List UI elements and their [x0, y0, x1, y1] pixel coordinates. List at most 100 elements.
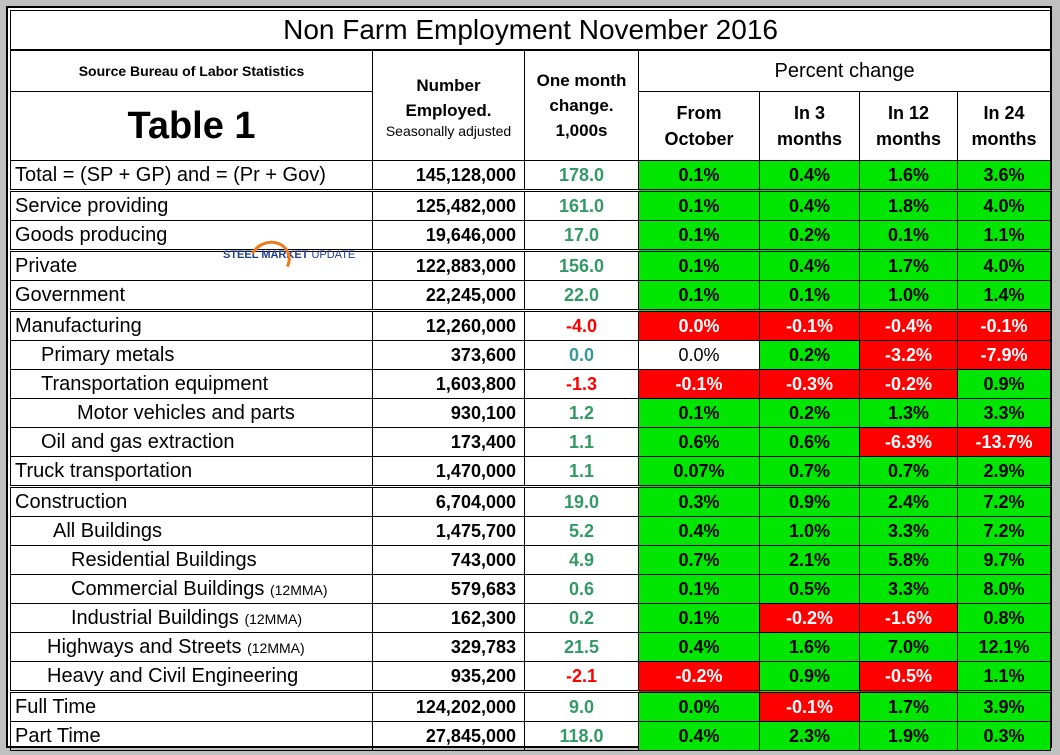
one-month-change-header: One month change. 1,000s — [524, 49, 639, 161]
percent-change-cell: 0.1% — [759, 280, 860, 311]
header-line: One month — [536, 71, 627, 90]
percent-change-cell: -0.2% — [759, 603, 860, 633]
table-label: Table 1 — [10, 91, 373, 161]
percent-change-cell: 7.2% — [956, 516, 1052, 546]
table-row: Commercial Buildings (12MMA) 579,683 0.6 0.… — [10, 574, 1052, 604]
percent-change-cell: 0.4% — [638, 632, 760, 662]
logo-text: UPDATE — [311, 249, 356, 261]
row-label-cell: Private STEEL MARKET UPDATE — [10, 234, 373, 286]
one-month-change: 4.9 — [524, 545, 639, 575]
percent-change-cell: -1.6% — [859, 603, 958, 633]
table-row: Residential Buildings 743,000 4.9 0.7% 2.1% 5… — [10, 545, 1052, 575]
row-label: Private — [15, 254, 78, 277]
header-line: Employed. — [405, 100, 492, 120]
number-employed: 329,783 — [372, 632, 525, 662]
row-label: Transportation equipment — [41, 372, 269, 395]
table-row: Industrial Buildings (12MMA) 162,300 0.2 0.… — [10, 603, 1052, 633]
percent-change-cell: 9.7% — [956, 545, 1052, 575]
one-month-change: 17.0 — [524, 220, 639, 251]
percent-change-cell: 0.1% — [638, 220, 760, 251]
logo-text: MARKET — [261, 249, 309, 261]
row-label-suffix: (12MMA) — [269, 581, 328, 598]
pct-col-header: From October — [638, 91, 760, 161]
row-label: Part Time — [15, 724, 101, 747]
row-label-cell: Highways and Streets (12MMA) — [10, 632, 373, 662]
percent-change-cell: 0.6% — [759, 427, 860, 457]
percent-change-cell: 0.4% — [759, 160, 860, 191]
table-title: Non Farm Employment November 2016 — [9, 10, 1052, 51]
percent-change-cell: 0.4% — [638, 516, 760, 546]
percent-change-cell: 1.1% — [956, 220, 1052, 251]
row-label: Manufacturing — [15, 314, 142, 337]
percent-change-cell: 1.4% — [956, 280, 1052, 311]
one-month-change: 178.0 — [524, 160, 639, 191]
number-employed: 124,202,000 — [372, 690, 525, 722]
percent-change-cell: 0.1% — [638, 160, 760, 191]
percent-change-cell: 0.7% — [638, 545, 760, 575]
row-label-cell: Construction — [10, 485, 373, 517]
one-month-change: 118.0 — [524, 721, 639, 751]
row-label-cell: Oil and gas extraction — [10, 427, 373, 457]
row-label-cell: Government — [10, 280, 373, 311]
percent-change-cell: 2.4% — [859, 485, 958, 517]
row-label: Total = (SP + GP) and = (Pr + Gov) — [15, 163, 326, 186]
percent-change-cell: 1.1% — [956, 661, 1052, 692]
one-month-change: 1.1 — [524, 427, 639, 457]
source-label: Source Bureau of Labor Statistics — [10, 49, 373, 92]
header-line: 1,000s — [555, 121, 608, 140]
percent-change-cell: 7.0% — [859, 632, 958, 662]
row-label: Residential Buildings — [71, 548, 257, 571]
one-month-change: 19.0 — [524, 485, 639, 517]
percent-change-cell: 1.8% — [859, 189, 958, 221]
number-employed: 743,000 — [372, 545, 525, 575]
percent-change-cell: 0.9% — [956, 369, 1052, 399]
number-employed: 1,475,700 — [372, 516, 525, 546]
percent-change-cell: 1.7% — [859, 690, 958, 722]
table-row: Service providing 125,482,000 161.0 0.1% 0.4… — [10, 189, 1052, 221]
pct-col-header: In 12 months — [859, 91, 958, 161]
one-month-change: 1.1 — [524, 456, 639, 487]
percent-change-cell: 3.3% — [956, 398, 1052, 428]
number-employed: 145,128,000 — [372, 160, 525, 191]
row-label-cell: Heavy and Civil Engineering — [10, 661, 373, 692]
row-label-cell: Commercial Buildings (12MMA) — [10, 574, 373, 604]
row-label-cell: Goods producing — [10, 220, 373, 251]
row-label-cell: Manufacturing — [10, 309, 373, 341]
percent-change-cell: 0.7% — [759, 456, 860, 487]
percent-change-cell: 0.1% — [638, 603, 760, 633]
logo-text: STEEL — [223, 249, 259, 261]
percent-change-cell: 0.07% — [638, 456, 760, 487]
number-employed: 22,245,000 — [372, 280, 525, 311]
percent-change-cell: 8.0% — [956, 574, 1052, 604]
percent-change-cell: 1.9% — [859, 721, 958, 751]
row-label: Full Time — [15, 695, 97, 718]
row-label: Service providing — [15, 194, 169, 217]
percent-change-cell: 1.6% — [859, 160, 958, 191]
header-line: October — [664, 129, 734, 149]
row-label: Construction — [15, 490, 128, 513]
percent-change-cell: 0.3% — [638, 485, 760, 517]
table-row: Highways and Streets (12MMA) 329,783 21.5 0… — [10, 632, 1052, 662]
row-label-cell: Transportation equipment — [10, 369, 373, 399]
percent-change-cell: -3.2% — [859, 340, 958, 370]
steel-market-update-logo: STEEL MARKET UPDATE — [223, 234, 356, 286]
percent-change-cell: -0.1% — [638, 369, 760, 399]
number-employed: 373,600 — [372, 340, 525, 370]
header-note: Seasonally adjusted — [385, 122, 512, 139]
percent-change-cell: 4.0% — [956, 249, 1052, 281]
percent-change-cell: 0.2% — [759, 220, 860, 251]
percent-change-cell: 0.1% — [638, 398, 760, 428]
percent-change-cell: 0.1% — [638, 574, 760, 604]
row-label-cell: Full Time — [10, 690, 373, 722]
pct-col-header: In 24 months — [956, 91, 1052, 161]
percent-change-cell: 5.8% — [859, 545, 958, 575]
table-row: Primary metals 373,600 0.0 0.0% 0.2% -3.2% -7.… — [10, 340, 1052, 370]
table-row: Goods producing 19,646,000 17.0 0.1% 0.2% 0.1… — [10, 220, 1052, 251]
percent-change-cell: -0.4% — [859, 309, 958, 341]
percent-change-cell: -13.7% — [956, 427, 1052, 457]
one-month-change: 9.0 — [524, 690, 639, 722]
number-employed: 27,845,000 — [372, 721, 525, 751]
row-label-cell: Truck transportation — [10, 456, 373, 487]
percent-change-cell: 1.6% — [759, 632, 860, 662]
row-label-cell: Part Time — [10, 721, 373, 751]
